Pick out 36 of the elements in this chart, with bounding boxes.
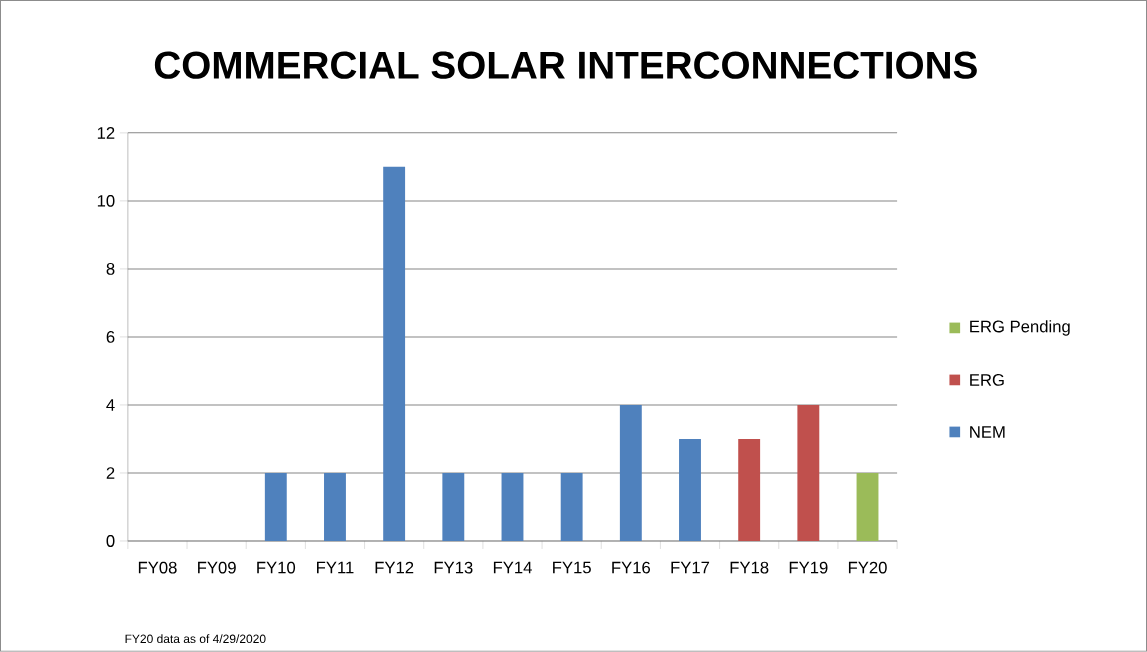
x-tick-label: FY10 — [257, 561, 296, 574]
bar — [324, 473, 346, 542]
y-tick-label: 4 — [106, 399, 115, 411]
bar — [856, 473, 879, 542]
y-tick-label: 0 — [106, 535, 115, 547]
bar — [264, 473, 287, 542]
x-tick-label: FY09 — [198, 561, 236, 574]
bar — [797, 405, 820, 542]
legend-label: ERG Pending — [970, 320, 1070, 336]
x-tick-label: FY16 — [612, 561, 651, 574]
bar — [501, 473, 524, 542]
y-tick-label: 6 — [106, 331, 115, 343]
x-tick-label: FY17 — [671, 561, 710, 574]
x-tick-label: FY15 — [553, 561, 591, 574]
x-tick-label: FY08 — [138, 561, 177, 574]
bar — [619, 405, 642, 542]
x-tick-label: FY14 — [493, 561, 532, 574]
bar — [442, 473, 465, 542]
y-tick-label: 12 — [97, 127, 115, 139]
x-tick-label: FY11 — [317, 561, 354, 574]
x-tick-label: FY20 — [848, 561, 887, 574]
legend-label: NEM — [970, 426, 1005, 438]
chart-title: COMMERCIAL SOLAR INTERCONNECTIONS — [154, 51, 977, 79]
x-tick-label: FY12 — [375, 561, 414, 574]
y-tick-label: 2 — [106, 467, 115, 479]
bar — [383, 166, 406, 542]
y-tick-label: 10 — [97, 195, 115, 207]
x-tick-label: FY19 — [789, 561, 828, 574]
y-tick-label: 8 — [106, 263, 115, 275]
bar — [679, 439, 701, 542]
x-tick-label: FY13 — [434, 561, 473, 574]
x-tick-label: FY18 — [730, 561, 769, 574]
bar — [738, 439, 761, 542]
text: FY20 data as of 4/29/2020 — [125, 634, 266, 644]
bar — [560, 473, 583, 542]
legend-label: ERG — [970, 374, 1004, 386]
